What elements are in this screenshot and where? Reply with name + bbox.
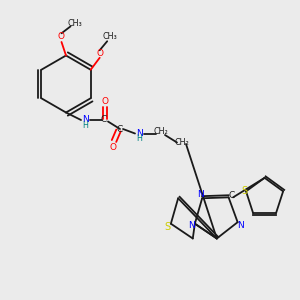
- Text: O: O: [109, 142, 116, 152]
- Text: C: C: [229, 191, 235, 200]
- Text: O: O: [101, 97, 109, 106]
- Text: H: H: [82, 121, 88, 130]
- Text: H: H: [136, 134, 142, 143]
- Text: S: S: [165, 222, 171, 232]
- Text: N: N: [197, 190, 204, 199]
- Text: CH₂: CH₂: [174, 138, 189, 147]
- Text: N: N: [82, 116, 89, 124]
- Text: CH₃: CH₃: [68, 19, 82, 28]
- Text: CH₂: CH₂: [153, 128, 168, 136]
- Text: N: N: [188, 221, 195, 230]
- Text: O: O: [58, 32, 65, 41]
- Text: C: C: [117, 124, 123, 134]
- Text: C: C: [100, 116, 106, 124]
- Text: S: S: [242, 186, 248, 196]
- Text: O: O: [96, 49, 103, 58]
- Text: N: N: [136, 129, 143, 138]
- Text: CH₃: CH₃: [103, 32, 118, 41]
- Text: N: N: [237, 221, 244, 230]
